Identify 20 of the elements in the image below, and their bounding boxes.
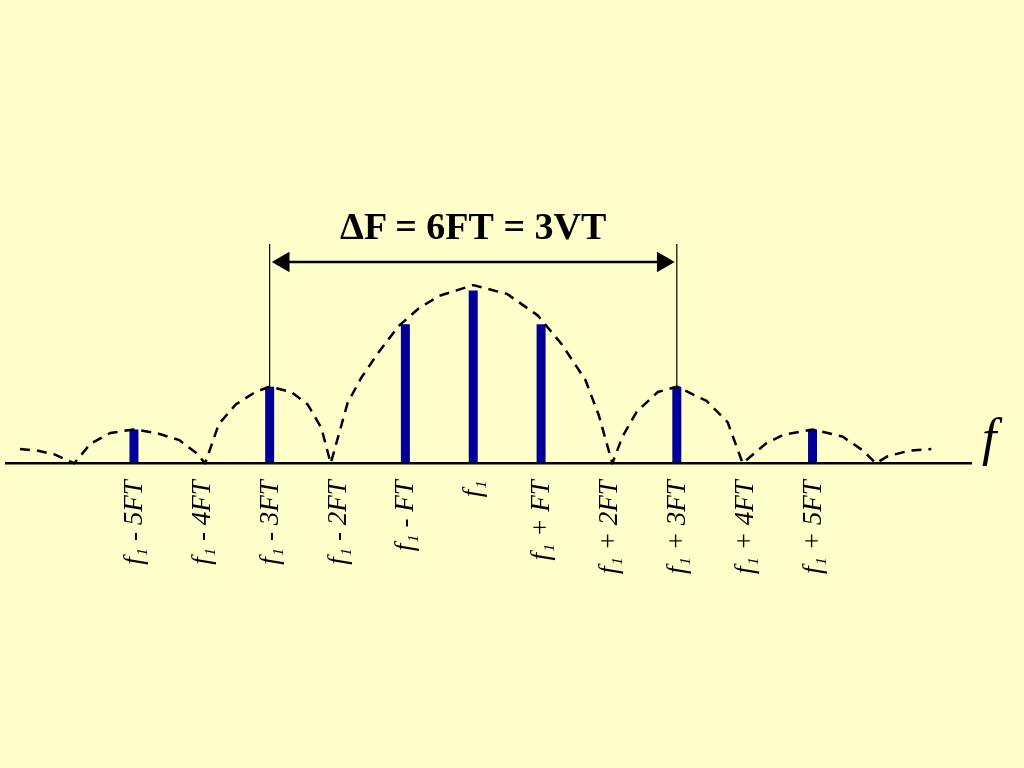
x-tick-label: f₁ - FТ (389, 478, 420, 552)
x-axis-title: f (982, 409, 1003, 467)
x-tick-label: f₁ + 4FТ (728, 478, 759, 574)
bar (808, 429, 818, 464)
x-tick-label: f₁ + 3FТ (660, 478, 691, 574)
x-tick-label: f₁ (457, 480, 488, 498)
x-tick-label: f₁ + 5FТ (796, 478, 827, 574)
bar (672, 386, 682, 464)
bar (265, 386, 275, 464)
bar (468, 290, 478, 464)
x-tick-label: f₁ - 2FТ (321, 478, 352, 565)
text: ΔF = 6FТ = 3VТ (340, 204, 607, 247)
x-tick-label: f₁ + 2FТ (592, 478, 623, 574)
bar (129, 429, 139, 464)
x-tick-label: f₁ - 4FТ (185, 478, 216, 565)
bar (400, 324, 410, 464)
x-tick-label: f₁ - 5FТ (117, 478, 148, 565)
bar (536, 324, 546, 464)
x-tick-label: f₁ + FТ (525, 478, 556, 561)
x-tick-label: f₁ - 3FТ (253, 478, 284, 565)
